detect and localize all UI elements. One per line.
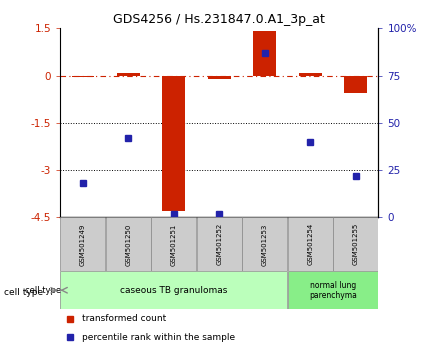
Bar — [163, 75, 185, 211]
Text: GSM501252: GSM501252 — [216, 223, 222, 266]
Bar — [253, 32, 276, 75]
Text: percentile rank within the sample: percentile rank within the sample — [83, 333, 236, 342]
Bar — [288, 271, 378, 309]
Bar — [197, 217, 242, 271]
Bar — [151, 217, 197, 271]
Bar — [61, 217, 105, 271]
Text: GSM501255: GSM501255 — [353, 223, 359, 266]
Bar — [288, 217, 333, 271]
Text: GSM501254: GSM501254 — [307, 223, 313, 266]
Bar — [333, 217, 378, 271]
Bar — [106, 217, 151, 271]
Bar — [344, 75, 367, 93]
Title: GDS4256 / Hs.231847.0.A1_3p_at: GDS4256 / Hs.231847.0.A1_3p_at — [114, 13, 325, 26]
Text: GSM501251: GSM501251 — [171, 223, 177, 266]
Text: caseous TB granulomas: caseous TB granulomas — [120, 286, 227, 295]
Bar — [299, 73, 322, 75]
Bar — [117, 73, 140, 75]
Text: normal lung
parenchyma: normal lung parenchyma — [309, 280, 357, 300]
Bar — [61, 271, 287, 309]
Text: GSM501250: GSM501250 — [126, 223, 132, 266]
Text: cell type: cell type — [25, 286, 61, 295]
Text: GSM501249: GSM501249 — [80, 223, 86, 266]
Text: transformed count: transformed count — [83, 314, 167, 323]
Text: GSM501253: GSM501253 — [262, 223, 268, 266]
Text: cell type: cell type — [4, 287, 43, 297]
Bar — [208, 75, 230, 79]
Bar — [71, 75, 94, 76]
Bar — [242, 217, 287, 271]
